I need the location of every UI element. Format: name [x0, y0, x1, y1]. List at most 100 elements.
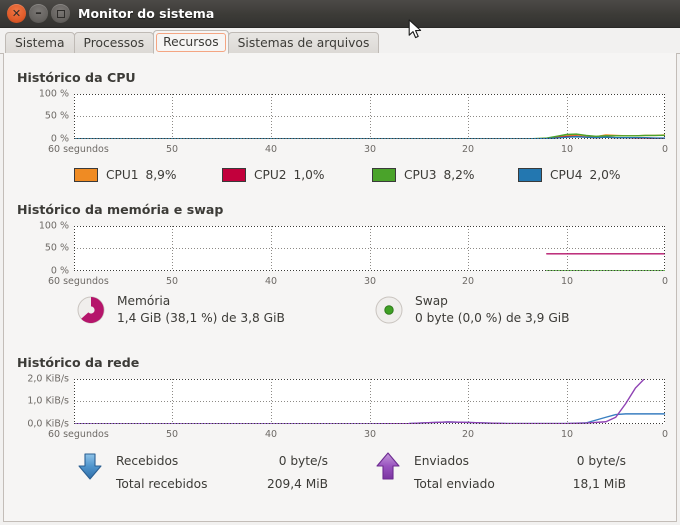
received-rate: 0 byte/s [278, 454, 328, 468]
sent-total-label: Total enviado [414, 477, 495, 491]
cpu-x-label-20: 20 [461, 144, 475, 155]
cpu-x-label-50: 50 [165, 144, 179, 155]
mem-y-label-0: 0 % [50, 265, 69, 277]
tab-label: Recursos [163, 35, 219, 49]
tab-strip: Sistema Processos Recursos Sistemas de a… [0, 28, 680, 54]
mem-x-label-40: 40 [264, 276, 278, 287]
table-row: Total enviado 18,1 MiB [414, 474, 626, 495]
memory-usage-item: Memória 1,4 GiB (38,1 %) de 3,8 GiB [74, 293, 285, 327]
close-icon: ✕ [11, 7, 22, 20]
cpu4-label: CPU4 2,0% [550, 168, 621, 182]
net-x-label-50: 50 [165, 429, 179, 440]
cpu2-value: 1,0% [293, 168, 325, 182]
cpu-legend-item-1[interactable]: CPU1 8,9% [74, 168, 177, 182]
resources-panel: Histórico da CPU 100 % 50 % 0 % 60 segun… [3, 53, 677, 522]
arrow-down-icon [74, 450, 106, 484]
cpu-legend-item-4[interactable]: CPU4 2,0% [518, 168, 621, 182]
mem-x-label-60: 60 segundos [48, 276, 109, 287]
memory-detail: 1,4 GiB (38,1 %) de 3,8 GiB [117, 311, 285, 325]
mem-y-label-100: 100 % [38, 220, 69, 232]
net-x-label-40: 40 [264, 429, 278, 440]
cpu3-value: 8,2% [443, 168, 475, 182]
sent-label: Enviados [414, 454, 470, 468]
cpu-y-label-0: 0 % [50, 133, 69, 145]
memory-label: Memória [117, 294, 171, 308]
minimize-button[interactable]: – [29, 4, 48, 23]
cpu4-color-swatch [518, 168, 542, 182]
network-sent-item: Enviados 0 byte/s Total enviado 18,1 MiB [372, 449, 628, 497]
memory-history-title: Histórico da memória e swap [17, 202, 224, 217]
sent-rate: 0 byte/s [576, 454, 626, 468]
table-row: Total recebidos 209,4 MiB [116, 474, 328, 495]
tab-recursos[interactable]: Recursos [153, 30, 229, 54]
cpu-x-label-10: 10 [560, 144, 574, 155]
network-received-item: Recebidos 0 byte/s Total recebidos 209,4… [74, 449, 330, 497]
cpu-graph: 100 % 50 % 0 % 60 segundos 50 40 30 20 1… [4, 88, 669, 161]
tab-sistemas-de-arquivos[interactable]: Sistemas de arquivos [227, 32, 380, 54]
cpu2-label: CPU2 1,0% [254, 168, 325, 182]
tab-label: Processos [83, 36, 145, 50]
window-title: Monitor do sistema [78, 6, 215, 21]
cpu1-color-swatch [74, 168, 98, 182]
swap-pie-icon [372, 293, 406, 327]
mem-x-label-0: 0 [661, 276, 669, 287]
cpu-y-label-100: 100 % [38, 88, 69, 100]
received-total-label: Total recebidos [116, 477, 208, 491]
tab-label: Sistema [15, 36, 65, 50]
net-x-label-10: 10 [560, 429, 574, 440]
mem-x-label-50: 50 [165, 276, 179, 287]
cpu4-value: 2,0% [589, 168, 621, 182]
net-x-label-0: 0 [661, 429, 669, 440]
cpu-legend-item-3[interactable]: CPU3 8,2% [372, 168, 475, 182]
cpu-history-title: Histórico da CPU [17, 70, 136, 85]
swap-usage-item: Swap 0 byte (0,0 %) de 3,9 GiB [372, 293, 570, 327]
cpu-x-label-40: 40 [264, 144, 278, 155]
maximize-icon [51, 4, 70, 23]
cpu1-value: 8,9% [145, 168, 177, 182]
cpu1-label: CPU1 8,9% [106, 168, 177, 182]
net-x-label-20: 20 [461, 429, 475, 440]
network-plot-lines [74, 379, 665, 424]
cpu-x-label-60: 60 segundos [48, 144, 109, 155]
cpu-legend-item-2[interactable]: CPU2 1,0% [222, 168, 325, 182]
close-button[interactable]: ✕ [7, 4, 26, 23]
cpu-plot-lines [74, 133, 665, 139]
swap-texts: Swap 0 byte (0,0 %) de 3,9 GiB [415, 293, 570, 327]
received-label: Recebidos [116, 454, 179, 468]
sent-total-value: 18,1 MiB [572, 477, 626, 491]
cpu2-color-swatch [222, 168, 246, 182]
net-y-label-0: 0,0 KiB/s [27, 418, 69, 430]
received-total-value: 209,4 MiB [266, 477, 328, 491]
table-row: Recebidos 0 byte/s [116, 451, 328, 472]
mem-x-label-10: 10 [560, 276, 574, 287]
mem-y-label-50: 50 % [44, 242, 69, 254]
network-received-table: Recebidos 0 byte/s Total recebidos 209,4… [114, 449, 330, 497]
memory-graph: 100 % 50 % 0 % 60 segundos 50 40 30 20 1… [4, 220, 669, 293]
tab-label: Sistemas de arquivos [237, 36, 370, 50]
maximize-button[interactable] [51, 4, 70, 23]
net-x-label-30: 30 [363, 429, 377, 440]
cpu3-label: CPU3 8,2% [404, 168, 475, 182]
tab-sistema[interactable]: Sistema [5, 32, 75, 54]
cpu-x-label-0: 0 [661, 144, 669, 155]
table-row: Enviados 0 byte/s [414, 451, 626, 472]
network-sent-table: Enviados 0 byte/s Total enviado 18,1 MiB [412, 449, 628, 497]
window-controls: ✕ – [7, 4, 70, 23]
memory-texts: Memória 1,4 GiB (38,1 %) de 3,8 GiB [117, 293, 285, 327]
swap-detail: 0 byte (0,0 %) de 3,9 GiB [415, 311, 570, 325]
network-history-title: Histórico da rede [17, 355, 140, 370]
tab-processos[interactable]: Processos [73, 32, 155, 54]
minimize-icon: – [35, 6, 42, 21]
mem-x-label-30: 30 [363, 276, 377, 287]
swap-label: Swap [415, 294, 448, 308]
cpu-y-label-50: 50 % [44, 110, 69, 122]
cpu-x-label-30: 30 [363, 144, 377, 155]
cpu3-color-swatch [372, 168, 396, 182]
network-graph: 2,0 KiB/s 1,0 KiB/s 0,0 KiB/s 60 segundo… [4, 373, 669, 446]
mem-x-label-20: 20 [461, 276, 475, 287]
net-y-label-2: 2,0 KiB/s [27, 373, 69, 385]
title-bar: ✕ – Monitor do sistema [0, 0, 680, 28]
memory-pie-icon [74, 293, 108, 327]
net-y-label-1: 1,0 KiB/s [27, 395, 69, 407]
